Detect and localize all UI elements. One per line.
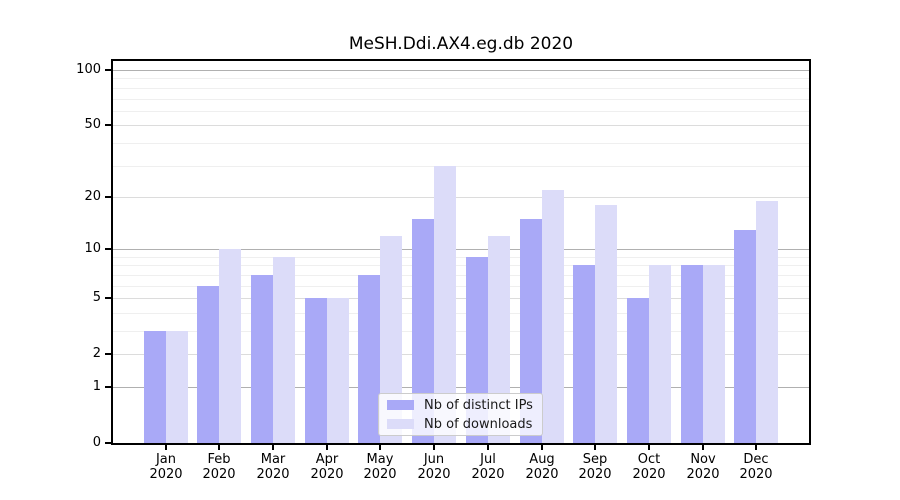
- major-gridline: [113, 353, 809, 355]
- y-tick-label: 5: [92, 290, 101, 305]
- major-gridline: [113, 297, 809, 299]
- bar-distinct-ips-oct: [627, 298, 649, 443]
- bar-downloads-may: [380, 236, 402, 443]
- x-tick-label-dec: Dec 2020: [739, 452, 773, 482]
- y-tick-label: 20: [84, 189, 101, 204]
- x-tick-label-mar: Mar 2020: [256, 452, 290, 482]
- minor-gridline: [113, 285, 809, 287]
- x-tick-label-aug: Aug 2020: [525, 452, 559, 482]
- bar-downloads-feb: [219, 249, 241, 443]
- x-axis-tick: [379, 445, 381, 450]
- bar-distinct-ips-jan: [144, 331, 166, 443]
- y-tick-label: 10: [84, 241, 101, 256]
- x-axis-tick: [272, 445, 274, 450]
- minor-gridline: [113, 110, 809, 112]
- x-tick-label-jan: Jan 2020: [149, 452, 183, 482]
- bar-distinct-ips-nov: [681, 265, 703, 443]
- x-axis-tick: [702, 445, 704, 450]
- legend-swatch-downloads: [387, 419, 414, 429]
- minor-gridline: [113, 87, 809, 89]
- major-gridline: [113, 386, 809, 388]
- bar-downloads-jun: [434, 166, 456, 443]
- bar-distinct-ips-feb: [197, 286, 219, 443]
- x-tick-label-may: May 2020: [363, 452, 397, 482]
- bar-distinct-ips-may: [358, 275, 380, 443]
- y-tick-label: 0: [92, 435, 101, 450]
- x-axis-tick: [594, 445, 596, 450]
- y-tick-label: 2: [92, 346, 101, 361]
- bar-downloads-dec: [756, 201, 778, 443]
- y-axis-tick: [105, 442, 111, 444]
- bar-distinct-ips-sep: [573, 265, 595, 443]
- x-axis-tick: [755, 445, 757, 450]
- x-axis-tick: [218, 445, 220, 450]
- x-tick-label-jul: Jul 2020: [471, 452, 505, 482]
- x-tick-label-jun: Jun 2020: [417, 452, 451, 482]
- major-gridline: [113, 69, 809, 71]
- legend-swatch-distinct-ips: [387, 400, 414, 410]
- minor-gridline: [113, 330, 809, 332]
- y-tick-label: 100: [76, 62, 101, 77]
- x-tick-label-nov: Nov 2020: [686, 452, 720, 482]
- x-tick-label-sep: Sep 2020: [578, 452, 612, 482]
- bar-downloads-oct: [649, 265, 671, 443]
- x-axis-tick: [487, 445, 489, 450]
- legend-item-distinct-ips: Nb of distinct IPs: [387, 398, 534, 413]
- bar-distinct-ips-apr: [305, 298, 327, 443]
- plot-area: Nb of distinct IPs Nb of downloads: [111, 59, 811, 445]
- minor-gridline: [113, 98, 809, 100]
- legend-label-downloads: Nb of downloads: [424, 416, 533, 432]
- y-tick-label: 1: [92, 379, 101, 394]
- major-gridline: [113, 196, 809, 198]
- x-tick-label-feb: Feb 2020: [202, 452, 236, 482]
- y-axis-tick: [105, 353, 111, 355]
- x-tick-label-apr: Apr 2020: [310, 452, 344, 482]
- bar-downloads-jul: [488, 236, 510, 443]
- bar-downloads-jan: [166, 331, 188, 443]
- y-axis-tick: [105, 386, 111, 388]
- major-gridline: [113, 124, 809, 126]
- x-axis-tick: [648, 445, 650, 450]
- major-gridline: [113, 248, 809, 250]
- chart-title: MeSH.Ddi.AX4.eg.db 2020: [348, 34, 574, 54]
- minor-gridline: [113, 274, 809, 276]
- y-axis-tick: [105, 196, 111, 198]
- bar-downloads-nov: [703, 265, 725, 443]
- x-axis-tick: [433, 445, 435, 450]
- y-axis-tick: [105, 69, 111, 71]
- minor-gridline: [113, 312, 809, 314]
- y-axis-tick: [105, 124, 111, 126]
- legend-label-distinct-ips: Nb of distinct IPs: [424, 397, 533, 413]
- bar-distinct-ips-aug: [520, 219, 542, 443]
- minor-gridline: [113, 256, 809, 258]
- minor-gridline: [113, 77, 809, 79]
- bar-distinct-ips-mar: [251, 275, 273, 443]
- legend-item-downloads: Nb of downloads: [387, 417, 534, 432]
- y-tick-label: 50: [84, 117, 101, 132]
- y-axis-tick: [105, 297, 111, 299]
- bar-downloads-aug: [542, 190, 564, 443]
- x-axis-tick: [326, 445, 328, 450]
- bar-downloads-sep: [595, 205, 617, 443]
- x-axis-tick: [541, 445, 543, 450]
- bar-downloads-apr: [327, 298, 349, 443]
- minor-gridline: [113, 264, 809, 266]
- bar-distinct-ips-dec: [734, 230, 756, 443]
- x-tick-label-oct: Oct 2020: [632, 452, 666, 482]
- y-axis-tick: [105, 248, 111, 250]
- x-axis-tick: [165, 445, 167, 450]
- minor-gridline: [113, 165, 809, 167]
- legend: Nb of distinct IPs Nb of downloads: [378, 393, 543, 436]
- bar-distinct-ips-jun: [412, 219, 434, 443]
- minor-gridline: [113, 142, 809, 144]
- bar-downloads-mar: [273, 257, 295, 443]
